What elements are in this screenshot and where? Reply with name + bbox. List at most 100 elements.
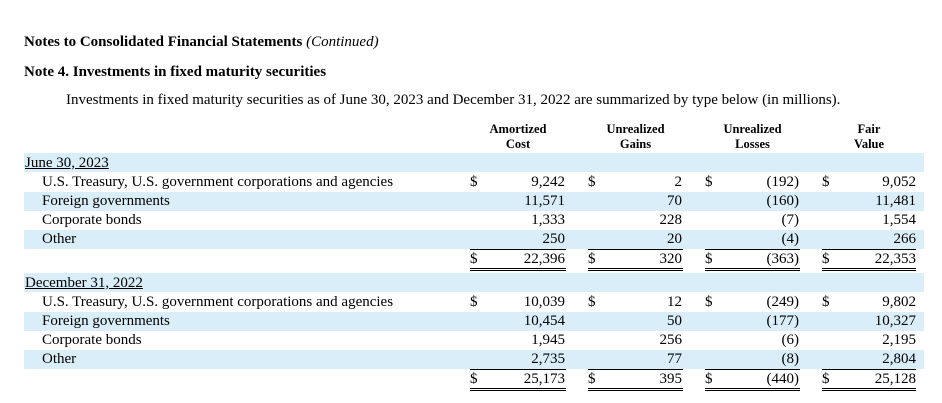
column-header-fair-value: Fair Value [822,122,916,154]
amortized-cost-value: 1,333 [531,212,565,228]
total-fair-value: 22,353 [874,251,916,267]
row-band [24,192,924,211]
currency-symbol: $ [705,251,713,267]
row-label: Foreign governments [42,193,170,209]
amortized-cost-value: 2,735 [531,351,565,367]
subtotal-rule [588,369,683,370]
column-header-line: Fair [857,122,881,136]
unrealized-gains-value: 50 [667,313,682,329]
total-amortized-cost: 25,173 [523,371,565,387]
column-header-line: Losses [735,137,770,151]
fair-value-value: 2,195 [882,332,916,348]
amortized-cost-value: 10,039 [523,294,565,310]
currency-symbol: $ [705,174,713,190]
unrealized-losses-value: (7) [781,212,800,228]
unrealized-gains-value: 228 [659,212,683,228]
unrealized-losses-value: (160) [766,193,800,209]
fair-value-value: 1,554 [882,212,916,228]
table-row: U.S. Treasury, U.S. government corporati… [0,173,942,192]
unrealized-gains-value: 2 [674,174,683,190]
column-header-line: Unrealized [723,122,782,136]
total-double-rule [588,388,683,391]
total-double-rule [822,268,916,271]
subtotal-rule [705,249,800,250]
column-header-unrealized-gains: Unrealized Gains [588,122,683,154]
row-band [24,273,924,292]
table-row: Other 2,735 77 (8) 2,804 [0,350,942,369]
section-header-row: June 30, 2023 [0,154,942,173]
table-row: Corporate bonds 1,333 228 (7) 1,554 [0,211,942,230]
total-double-rule [705,268,800,271]
unrealized-losses-value: (249) [766,294,800,310]
currency-symbol: $ [822,294,830,310]
currency-symbol: $ [588,294,596,310]
row-label: Other [42,231,77,247]
subtotal-rule [822,369,916,370]
row-band [24,312,924,331]
row-band [24,153,924,172]
fair-value-value: 2,804 [882,351,916,367]
unrealized-gains-value: 77 [667,351,682,367]
row-label: Other [42,351,77,367]
page-title: Notes to Consolidated Financial Statemen… [24,34,379,51]
unrealized-gains-value: 20 [667,231,682,247]
total-double-rule [822,388,916,391]
title-text: Notes to Consolidated Financial Statemen… [24,34,303,50]
amortized-cost-value: 250 [542,231,566,247]
currency-symbol: $ [705,294,713,310]
row-label: U.S. Treasury, U.S. government corporati… [42,294,394,310]
total-double-rule [470,268,566,271]
total-amortized-cost: 22,396 [523,251,565,267]
currency-symbol: $ [588,371,596,387]
unrealized-losses-value: (192) [766,174,800,190]
row-label: Foreign governments [42,313,170,329]
column-header-line: Amortized [489,122,547,136]
row-band [24,230,924,249]
currency-symbol: $ [470,174,478,190]
column-header-amortized-cost: Amortized Cost [470,122,566,154]
unrealized-losses-value: (177) [766,313,800,329]
column-header-unrealized-losses: Unrealized Losses [705,122,800,154]
unrealized-gains-value: 256 [659,332,683,348]
currency-symbol: $ [470,251,478,267]
amortized-cost-value: 1,945 [531,332,565,348]
fair-value-value: 10,327 [874,313,916,329]
total-unrealized-losses: (363) [766,251,800,267]
currency-symbol: $ [822,174,830,190]
total-double-rule [470,388,566,391]
total-fair-value: 25,128 [874,371,916,387]
table-row: Foreign governments 10,454 50 (177) 10,3… [0,312,942,331]
currency-symbol: $ [588,251,596,267]
amortized-cost-value: 10,454 [523,313,565,329]
table-row: Foreign governments 11,571 70 (160) 11,4… [0,192,942,211]
currency-symbol: $ [705,371,713,387]
total-row: $ 25,173 $ 395 $ (440) $ 25,128 [0,370,942,389]
currency-symbol: $ [470,371,478,387]
currency-symbol: $ [470,294,478,310]
fair-value-value: 9,052 [882,174,916,190]
table-row: Other 250 20 (4) 266 [0,230,942,249]
column-header-line: Cost [505,137,531,151]
total-unrealized-losses: (440) [766,371,800,387]
row-label: U.S. Treasury, U.S. government corporati… [42,174,394,190]
column-header-line: Unrealized [606,122,665,136]
total-row: $ 22,396 $ 320 $ (363) $ 22,353 [0,250,942,269]
currency-symbol: $ [822,371,830,387]
currency-symbol: $ [588,174,596,190]
total-double-rule [705,388,800,391]
section-label: June 30, 2023 [25,155,109,171]
unrealized-losses-value: (4) [781,231,800,247]
column-header-line: Gains [619,137,652,151]
amortized-cost-value: 11,571 [524,193,565,209]
row-band [24,350,924,369]
unrealized-gains-value: 70 [667,193,682,209]
currency-symbol: $ [822,251,830,267]
column-header-line: Value [853,137,885,151]
subtotal-rule [470,369,566,370]
section-header-row: December 31, 2022 [0,274,942,293]
fair-value-value: 266 [893,231,917,247]
total-double-rule [588,268,683,271]
total-unrealized-gains: 320 [659,251,683,267]
amortized-cost-value: 9,242 [531,174,565,190]
subtotal-rule [822,249,916,250]
